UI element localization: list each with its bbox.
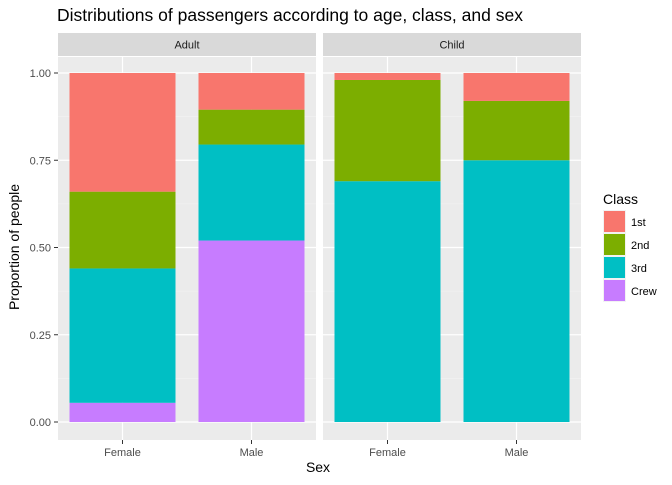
bar-segment-child-female-1st xyxy=(334,73,441,80)
legend-swatch-3rd xyxy=(604,257,625,278)
x-tick-label: Female xyxy=(104,447,141,459)
bar-segment-adult-male-1st xyxy=(198,73,305,110)
y-axis: 0.00 0.25 0.50 0.75 1.00 xyxy=(30,68,58,429)
x-axis-label: Sex xyxy=(306,459,330,475)
y-tick-label: 0.50 xyxy=(30,243,51,255)
legend-label: 2nd xyxy=(631,240,649,252)
bar-segment-child-male-3rd xyxy=(463,160,570,422)
facet-panel-child: Child Female Male xyxy=(323,33,581,459)
facet-strip xyxy=(58,33,316,56)
legend-label: Crew xyxy=(631,286,657,298)
bar-segment-adult-female-crew xyxy=(69,402,176,422)
bar-segment-adult-male-2nd xyxy=(198,109,305,145)
bar-segment-child-male-2nd xyxy=(463,100,570,161)
legend-label: 1st xyxy=(631,217,646,229)
facet-panel-adult: Adult Female Male xyxy=(58,33,316,459)
legend-swatch-crew xyxy=(604,280,625,301)
bar-segment-child-female-2nd xyxy=(334,79,441,182)
bar-segment-adult-female-1st xyxy=(69,73,176,192)
x-tick-label: Male xyxy=(505,447,529,459)
bar-segment-adult-female-2nd xyxy=(69,191,176,269)
bar-segment-adult-female-3rd xyxy=(69,268,176,403)
legend-title: Class xyxy=(603,191,638,207)
legend-swatch-2nd xyxy=(604,234,625,255)
bar-segment-child-female-3rd xyxy=(334,181,441,422)
legend-label: 3rd xyxy=(631,263,647,275)
x-tick-label: Male xyxy=(240,447,264,459)
bar-segment-adult-male-3rd xyxy=(198,144,305,241)
legend: Class 1st 2nd 3rd Crew xyxy=(603,191,657,302)
x-tick-label: Female xyxy=(369,447,406,459)
bar-segment-child-male-1st xyxy=(463,73,570,101)
facet-strip xyxy=(323,33,581,56)
y-axis-label: Proportion of people xyxy=(6,184,22,310)
bar-segment-adult-male-crew xyxy=(198,240,305,422)
y-tick-label: 0.75 xyxy=(30,155,51,167)
chart-title: Distributions of passengers according to… xyxy=(57,5,523,25)
y-tick-label: 0.25 xyxy=(30,330,51,342)
y-tick-label: 1.00 xyxy=(30,68,51,80)
facet-strip-label: Child xyxy=(439,40,464,52)
facet-strip-label: Adult xyxy=(174,40,199,52)
y-tick-label: 0.00 xyxy=(30,417,51,429)
legend-swatch-1st xyxy=(604,211,625,232)
